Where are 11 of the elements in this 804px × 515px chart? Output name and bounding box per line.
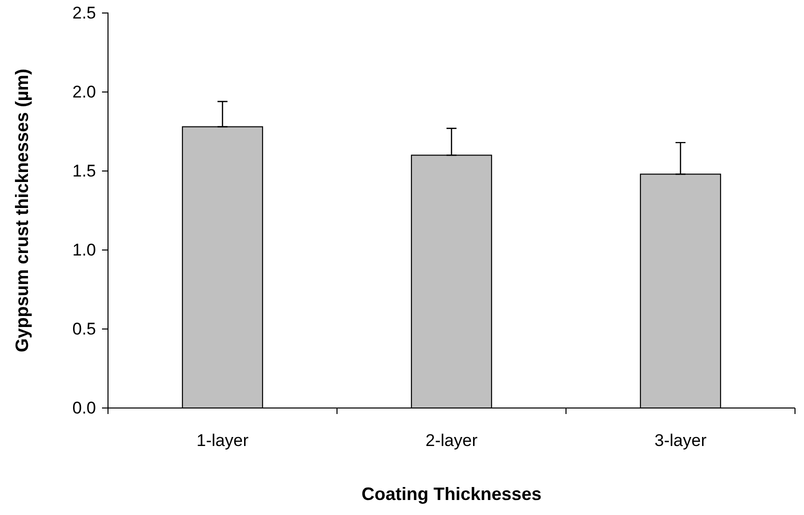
y-tick-label: 1.5 bbox=[72, 161, 96, 180]
y-tick-label: 2.5 bbox=[72, 3, 96, 22]
x-tick-label: 3-layer bbox=[654, 431, 707, 450]
y-axis-title: Gyppsum crust thicknesses (µm) bbox=[12, 68, 32, 352]
x-tick-label: 1-layer bbox=[196, 431, 249, 450]
y-tick-label: 2.0 bbox=[72, 82, 96, 102]
y-tick-label: 0.0 bbox=[72, 398, 96, 418]
y-tick-label: 1.0 bbox=[72, 240, 96, 260]
x-axis-title: Coating Thicknesses bbox=[361, 484, 542, 504]
y-tick-label: 0.5 bbox=[72, 319, 96, 338]
x-tick-label: 2-layer bbox=[426, 431, 478, 450]
